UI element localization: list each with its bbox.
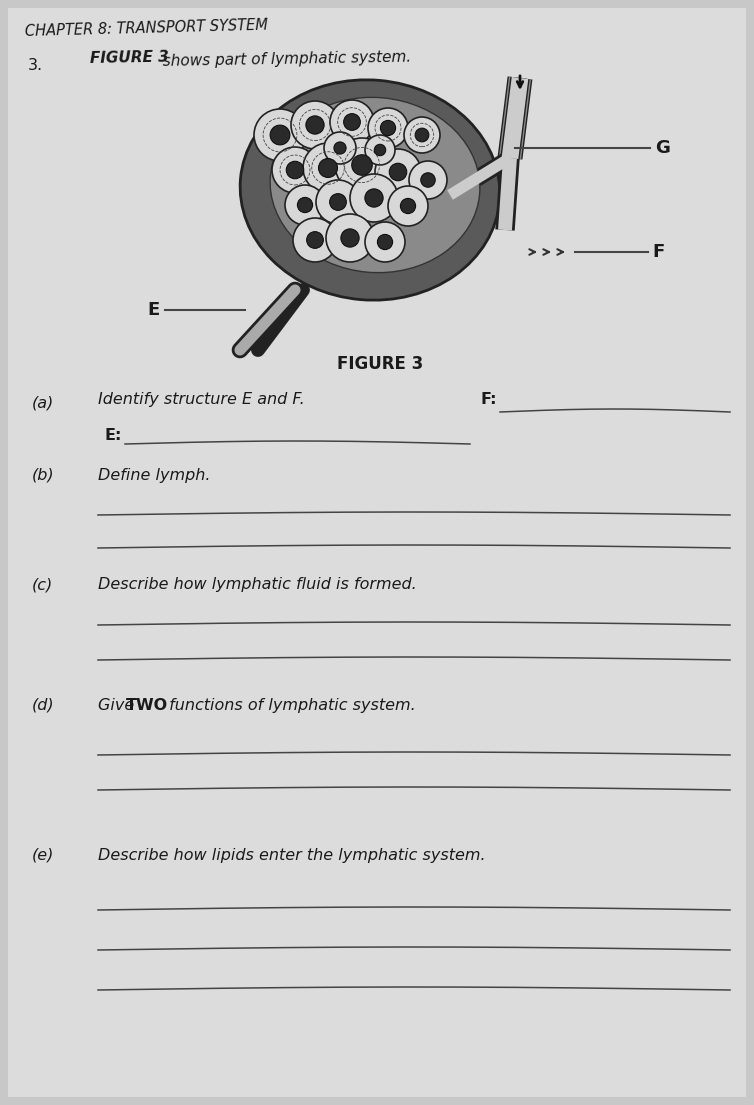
Circle shape — [335, 138, 389, 192]
Circle shape — [415, 128, 429, 141]
Ellipse shape — [240, 80, 500, 301]
Circle shape — [381, 120, 396, 136]
Circle shape — [270, 125, 290, 145]
Circle shape — [307, 232, 323, 249]
Circle shape — [409, 161, 447, 199]
Text: FIGURE 3: FIGURE 3 — [337, 355, 423, 373]
Circle shape — [254, 109, 306, 161]
Circle shape — [287, 161, 304, 179]
Text: F: F — [652, 243, 664, 261]
Circle shape — [293, 218, 337, 262]
Text: G: G — [655, 139, 670, 157]
Text: Identify structure E and F.: Identify structure E and F. — [98, 392, 305, 407]
Circle shape — [351, 155, 372, 176]
Text: 3.: 3. — [28, 57, 43, 73]
Text: (c): (c) — [32, 577, 54, 592]
Circle shape — [285, 185, 325, 225]
Circle shape — [341, 229, 359, 248]
Text: Define lymph.: Define lymph. — [98, 469, 210, 483]
Circle shape — [365, 189, 383, 207]
Text: CHAPTER 8: TRANSPORT SYSTEM: CHAPTER 8: TRANSPORT SYSTEM — [25, 18, 268, 40]
Circle shape — [316, 180, 360, 224]
Circle shape — [272, 147, 318, 193]
Circle shape — [375, 149, 421, 194]
Circle shape — [368, 108, 408, 148]
Circle shape — [365, 222, 405, 262]
Circle shape — [291, 101, 339, 149]
Text: FIGURE 3: FIGURE 3 — [90, 50, 169, 66]
FancyBboxPatch shape — [8, 8, 746, 1097]
Circle shape — [374, 145, 386, 156]
Circle shape — [421, 172, 435, 187]
Text: (d): (d) — [32, 698, 54, 713]
Text: functions of lymphatic system.: functions of lymphatic system. — [164, 698, 415, 713]
Circle shape — [303, 143, 353, 193]
Circle shape — [388, 186, 428, 227]
Circle shape — [350, 173, 398, 222]
Circle shape — [324, 131, 356, 164]
Text: Give: Give — [98, 698, 139, 713]
Circle shape — [306, 116, 324, 134]
Circle shape — [334, 141, 346, 154]
Text: (a): (a) — [32, 394, 54, 410]
Text: shows part of lymphatic system.: shows part of lymphatic system. — [158, 50, 412, 70]
Circle shape — [378, 234, 393, 250]
Text: TWO: TWO — [126, 698, 168, 713]
Circle shape — [330, 99, 374, 144]
Text: Describe how lipids enter the lymphatic system.: Describe how lipids enter the lymphatic … — [98, 848, 486, 863]
Circle shape — [365, 135, 395, 165]
Text: Describe how lymphatic fluid is formed.: Describe how lymphatic fluid is formed. — [98, 577, 417, 592]
Circle shape — [400, 199, 415, 213]
Circle shape — [404, 117, 440, 152]
Circle shape — [389, 164, 406, 181]
Circle shape — [297, 198, 313, 212]
Circle shape — [344, 114, 360, 130]
Circle shape — [329, 193, 346, 210]
Text: E: E — [148, 301, 160, 319]
Text: F:: F: — [480, 392, 496, 407]
Text: E:: E: — [105, 428, 122, 443]
Text: (e): (e) — [32, 848, 54, 863]
Text: (b): (b) — [32, 469, 54, 483]
Circle shape — [326, 214, 374, 262]
Ellipse shape — [270, 97, 480, 273]
Circle shape — [318, 158, 338, 178]
